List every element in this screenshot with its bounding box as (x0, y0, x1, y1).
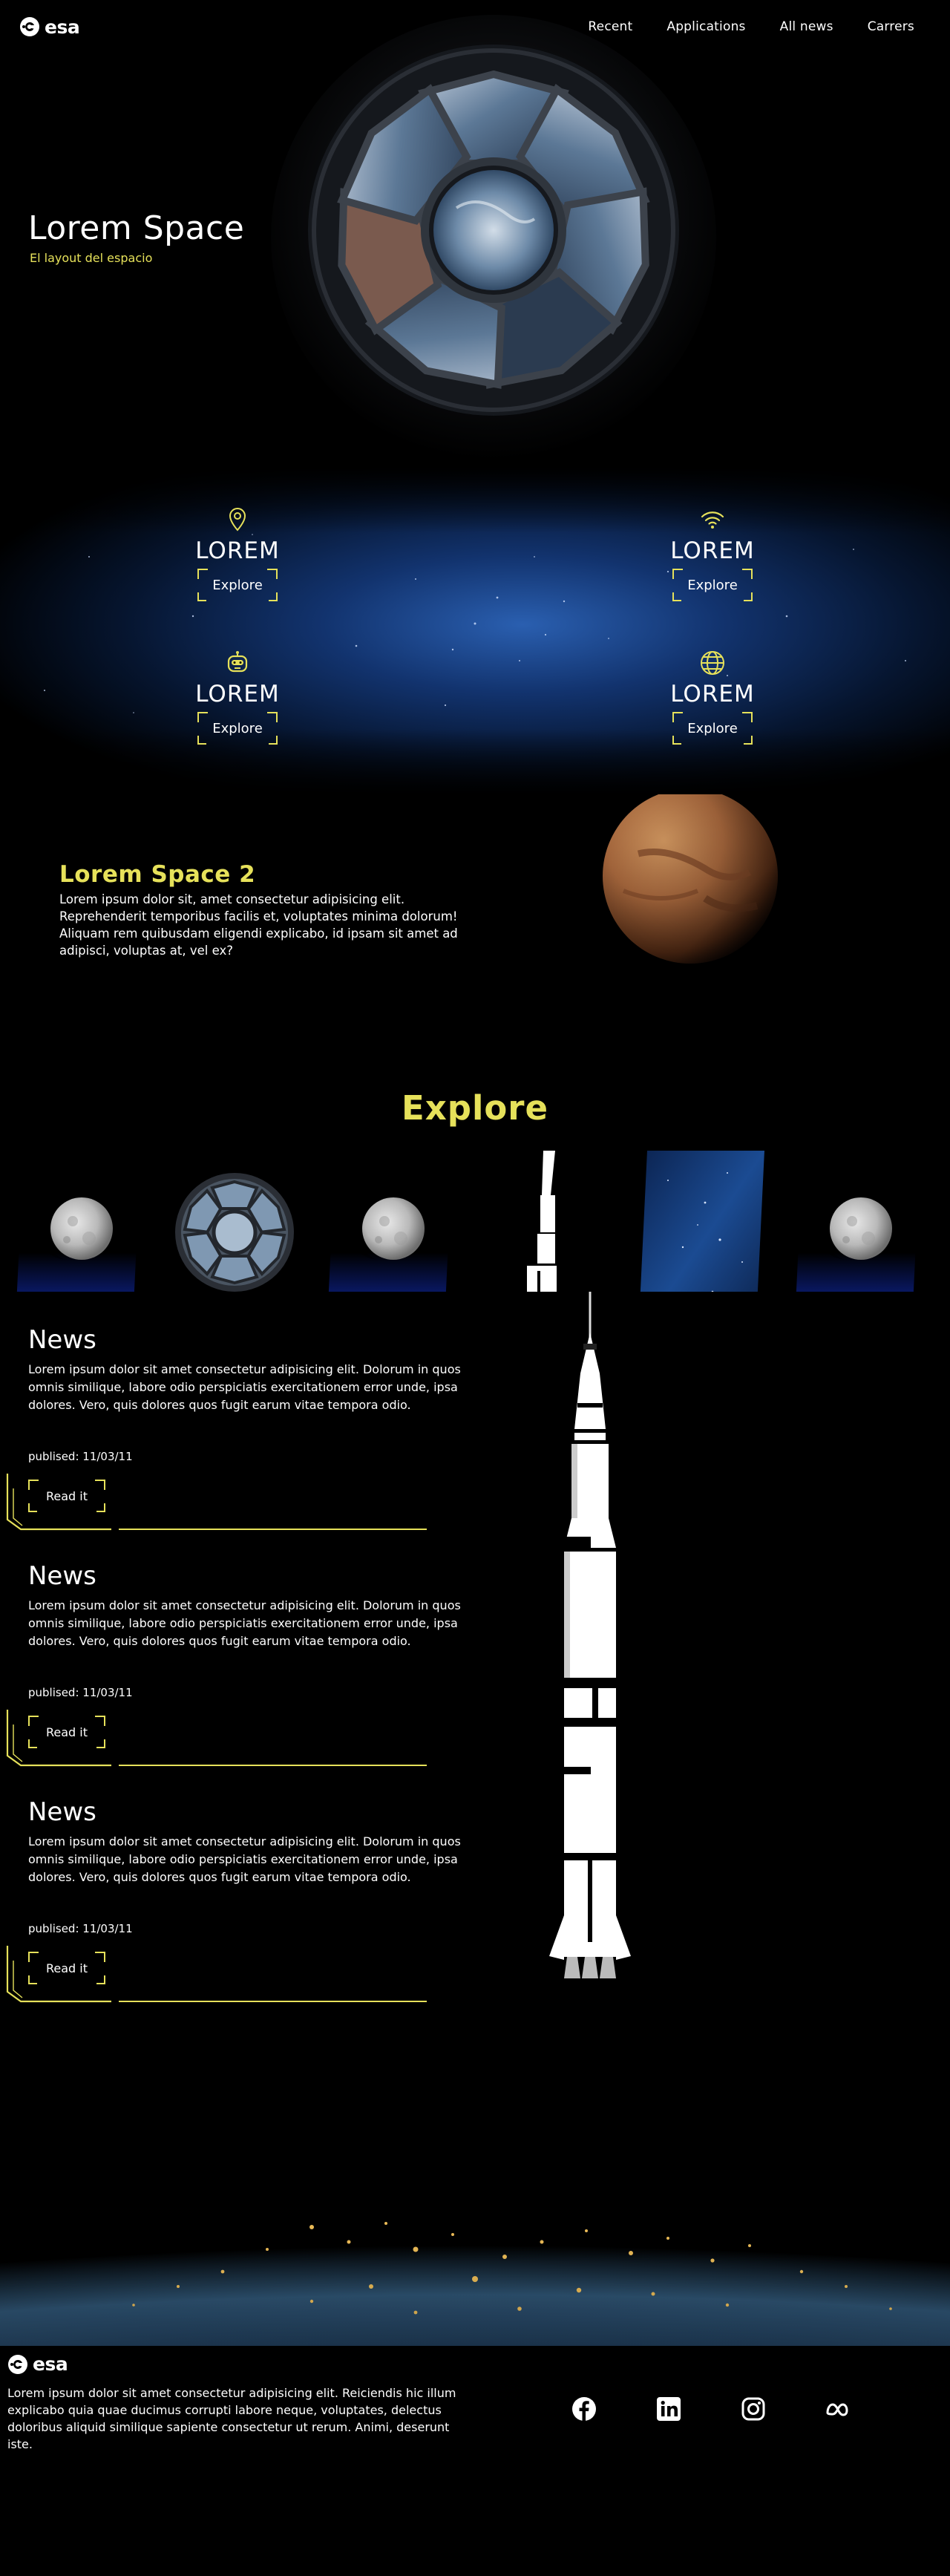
location-pin-icon (229, 507, 246, 532)
esa-logo[interactable]: esa (19, 16, 80, 38)
hero-section: esa Recent Applications All news Carrers… (0, 0, 950, 468)
news-item: News Lorem ipsum dolor sit amet consecte… (0, 1325, 475, 1548)
explore-button[interactable]: Explore (197, 569, 278, 601)
read-it-button[interactable]: Read it (28, 1480, 105, 1512)
news-body: Lorem ipsum dolor sit amet consectetur a… (28, 1362, 461, 1412)
read-it-button[interactable]: Read it (28, 1952, 105, 1984)
explore-cards (0, 1151, 950, 1338)
nav-applications[interactable]: Applications (666, 19, 746, 34)
explore-button[interactable]: Explore (672, 712, 753, 745)
earth-night-image (0, 2101, 950, 2346)
read-it-button[interactable]: Read it (28, 1716, 105, 1748)
milky-way-background (0, 468, 950, 794)
earth-night-section (0, 2101, 950, 2346)
esa-logo-mark-icon (20, 17, 39, 36)
news-underline-decoration (6, 1710, 427, 1767)
news-title: News (28, 1797, 96, 1827)
feature-card-3: LOREM Explore (182, 650, 293, 745)
footer-logo-text: esa (33, 2353, 68, 2375)
feature-card-4: LOREM Explore (657, 650, 768, 745)
intro-title: Lorem Space 2 (59, 861, 256, 888)
robot-icon (227, 651, 248, 673)
feature-label: LOREM (195, 537, 280, 564)
cupola-window-image (271, 15, 716, 460)
hero-subtitle: El layout del espacio (30, 251, 153, 265)
mars-image (603, 794, 778, 964)
explore-button[interactable]: Explore (197, 712, 278, 745)
explore-card-porthole[interactable] (171, 1151, 297, 1345)
social-links (571, 2396, 851, 2422)
news-underline-decoration (6, 1474, 427, 1531)
news-section: News Lorem ipsum dolor sit amet consecte… (0, 1292, 950, 2101)
news-body: Lorem ipsum dolor sit amet consectetur a… (28, 1834, 461, 1884)
top-navigation-bar: esa Recent Applications All news Carrers (0, 0, 950, 53)
news-underline-decoration (6, 1946, 427, 2003)
wifi-icon (701, 511, 724, 529)
news-date: publised: 11/03/11 (28, 1686, 133, 1699)
news-date: publised: 11/03/11 (28, 1922, 133, 1935)
explore-section: Explore (0, 1047, 950, 1338)
explore-card-moon[interactable] (327, 1151, 453, 1345)
meta-icon[interactable] (825, 2396, 851, 2422)
footer-text: Lorem ipsum dolor sit amet consectetur a… (7, 2386, 456, 2451)
feature-label: LOREM (195, 681, 280, 707)
news-date: publised: 11/03/11 (28, 1450, 133, 1463)
news-title: News (28, 1561, 96, 1591)
footer: esa Lorem ipsum dolor sit amet consectet… (0, 2346, 950, 2465)
news-body: Lorem ipsum dolor sit amet consectetur a… (28, 1598, 461, 1648)
globe-icon (701, 651, 724, 675)
saturn-v-rocket-image (549, 1292, 631, 1978)
nav-recent[interactable]: Recent (588, 19, 633, 34)
nav-carrers[interactable]: Carrers (867, 19, 914, 34)
news-item: News Lorem ipsum dolor sit amet consecte… (0, 1797, 475, 2020)
feature-card-2: LOREM Explore (657, 506, 768, 601)
feature-card-1: LOREM Explore (182, 506, 293, 601)
nav-all-news[interactable]: All news (779, 19, 833, 34)
explore-card-rocket-part[interactable] (482, 1151, 609, 1345)
news-item: News Lorem ipsum dolor sit amet consecte… (0, 1561, 475, 1784)
facebook-icon[interactable] (571, 2396, 597, 2422)
features-section: LOREM Explore LOREM Explore LOREM Explor… (0, 468, 950, 794)
esa-logo-mark-icon (8, 2354, 27, 2374)
feature-label: LOREM (670, 681, 755, 707)
main-nav: Recent Applications All news Carrers (588, 19, 914, 34)
explore-title: Explore (401, 1088, 549, 1128)
linkedin-icon[interactable] (656, 2396, 681, 2422)
explore-button[interactable]: Explore (672, 569, 753, 601)
intro-text: Lorem ipsum dolor sit, amet consectetur … (59, 892, 458, 958)
footer-esa-logo[interactable]: esa (7, 2353, 68, 2375)
news-title: News (28, 1325, 96, 1355)
feature-label: LOREM (670, 537, 755, 564)
instagram-icon[interactable] (741, 2396, 766, 2422)
intro-section: Lorem Space 2 Lorem ipsum dolor sit, ame… (0, 794, 950, 1047)
hero-title: Lorem Space (28, 209, 245, 247)
esa-logo-text: esa (45, 16, 80, 38)
